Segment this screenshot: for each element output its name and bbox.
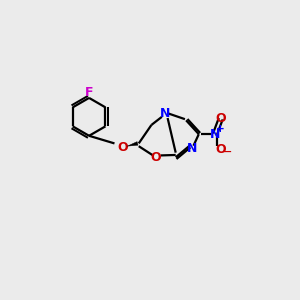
Text: O: O [151,151,161,164]
Polygon shape [127,142,138,146]
Text: N: N [188,142,198,154]
Text: O: O [215,112,226,125]
Text: +: + [216,124,225,134]
Text: N: N [160,107,170,120]
Text: N: N [210,128,220,141]
Text: −: − [223,146,232,157]
Text: O: O [215,143,226,156]
Text: O: O [117,141,128,154]
Text: F: F [85,85,93,99]
